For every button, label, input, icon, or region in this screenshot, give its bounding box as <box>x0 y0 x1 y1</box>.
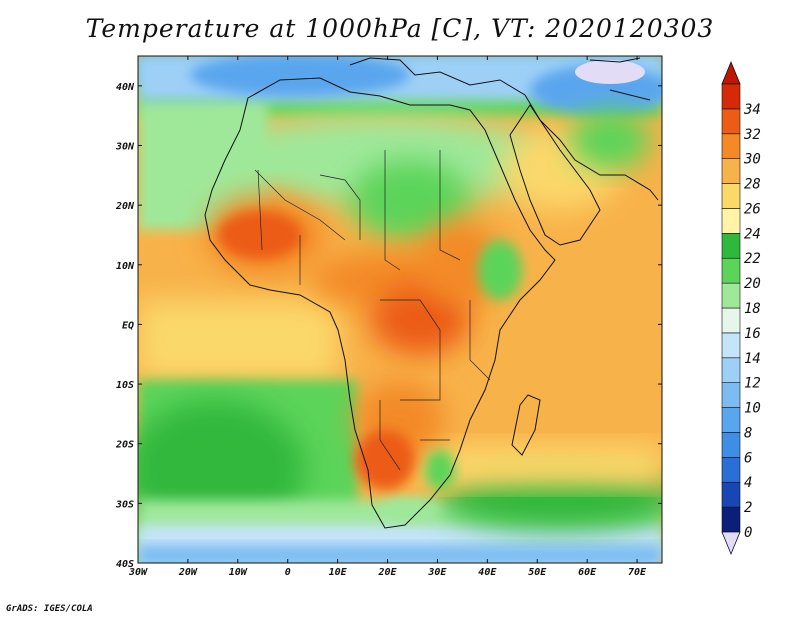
lon-tick-label: 20W <box>178 567 198 578</box>
lat-tick-label: 20S <box>115 440 134 451</box>
lon-tick-label: 70E <box>628 567 647 578</box>
lon-tick-label: 20E <box>377 567 397 578</box>
colorbar-swatch <box>721 133 741 159</box>
colorbar-swatch <box>721 183 741 209</box>
colorbar-swatch <box>721 357 741 383</box>
lat-tick-label: 30S <box>115 499 134 510</box>
colorbar-level-label: 4 <box>744 475 752 491</box>
colorbar-swatch <box>721 481 741 508</box>
colorbar-level-label: 30 <box>743 152 761 168</box>
colorbar-level-label: 10 <box>744 401 761 417</box>
colorbar-level-label: 28 <box>744 177 761 193</box>
grads-credit: GrADS: IGES/COLA <box>6 604 93 614</box>
colorbar-swatch <box>721 457 741 483</box>
lat-tick-label: 10S <box>116 380 134 391</box>
lon-tick-label: 50E <box>528 567 547 578</box>
lon-tick-label: 30W <box>128 567 148 578</box>
chart-title: Temperature at 1000hPa [C], VT: 20201203… <box>85 14 715 43</box>
colorbar-level-label: 8 <box>744 425 752 441</box>
colorbar-level-label: 24 <box>744 226 761 242</box>
colorbar-swatch <box>721 282 741 309</box>
colorbar-swatch <box>721 233 741 259</box>
colorbar-level-label: 0 <box>744 525 752 541</box>
colorbar-swatch <box>721 307 741 334</box>
lat-tick-label: 40N <box>116 82 135 93</box>
colorbar-swatch <box>721 432 741 458</box>
colorbar-swatch <box>721 83 741 110</box>
colorbar-swatch <box>721 208 741 234</box>
colorbar-level-label: 6 <box>744 450 752 466</box>
colorbar-swatch <box>721 506 741 533</box>
lat-tick-label: 40S <box>116 559 134 570</box>
colorbar-swatch <box>721 382 741 408</box>
colorbar-level-label: 26 <box>744 201 761 217</box>
colorbar-swatch <box>721 407 741 433</box>
colorbar-level-label: 2 <box>744 500 752 516</box>
lon-tick-label: 10W <box>229 567 248 578</box>
lon-tick-labels: 30W 20W 10W 0 10E 20E 30E 40E 50E 60E 70E <box>128 56 647 578</box>
colorbar-below-triangle <box>721 531 741 556</box>
colorbar-swatch <box>721 332 741 359</box>
colorbar-level-label: 22 <box>744 251 761 267</box>
colorbar-level-label: 18 <box>744 301 761 317</box>
lat-tick-label: 10N <box>116 261 135 272</box>
country-borders <box>254 150 491 471</box>
colorbar-level-label: 14 <box>744 351 761 367</box>
colorbar-above-triangle <box>721 60 741 85</box>
lon-tick-label: 0 <box>285 567 291 578</box>
lon-tick-label: 10E <box>329 567 348 578</box>
plot-frame <box>137 55 663 564</box>
coastlines <box>204 57 659 529</box>
colorbar-level-label: 20 <box>744 276 761 292</box>
colorbar-swatch <box>721 108 741 135</box>
colorbar-level-label: 32 <box>743 127 761 143</box>
colorbar-swatch <box>721 257 741 284</box>
lat-tick-labels: 40N 30N 20N 10N EQ 10S 20S 30S 40S <box>115 82 662 570</box>
lat-tick-label: 30N <box>115 141 135 152</box>
colorbar-swatch <box>721 158 741 184</box>
lat-tick-label: EQ <box>122 320 134 331</box>
lat-tick-label: 20N <box>115 201 135 212</box>
colorbar-level-label: 34 <box>743 102 761 118</box>
lon-tick-label: 60E <box>578 567 597 578</box>
colorbar-level-label: 16 <box>744 326 761 342</box>
lon-tick-label: 40E <box>478 567 497 578</box>
lon-tick-label: 30E <box>427 567 447 578</box>
temperature-field <box>138 56 662 563</box>
colorbar-level-label: 12 <box>744 376 761 392</box>
